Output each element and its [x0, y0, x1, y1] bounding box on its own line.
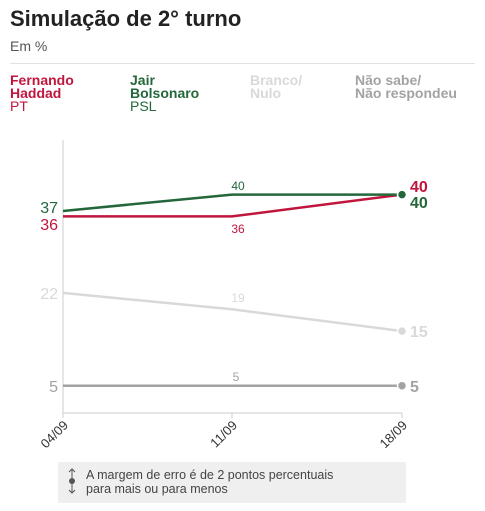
- legend-name: Branco/: [250, 72, 303, 88]
- legend-name: Não sabe/: [355, 72, 422, 88]
- header-divider: [10, 63, 475, 64]
- chart-subtitle: Em %: [10, 38, 48, 54]
- x-tick-label: 04/09: [38, 418, 72, 452]
- data-label: 5: [410, 379, 419, 396]
- error-margin-icon: [68, 468, 76, 494]
- legend-name: Não respondeu: [355, 85, 457, 101]
- end-point: [396, 325, 408, 337]
- legend-name: Nulo: [250, 85, 282, 101]
- legend-party: PT: [10, 98, 28, 114]
- chart-title: Simulação de 2° turno: [10, 6, 242, 31]
- data-label: 5: [233, 370, 240, 384]
- series-line: [63, 193, 403, 218]
- note-line-2: para mais ou para menos: [86, 482, 228, 496]
- legend-item-haddad: Fernando Haddad PT: [10, 72, 74, 114]
- data-label: 22: [40, 286, 58, 303]
- legend-name: Fernando: [10, 72, 74, 88]
- series-line: [62, 291, 403, 333]
- data-label: 40: [410, 179, 428, 196]
- legend-item-branco-nulo: Branco/ Nulo: [250, 72, 303, 101]
- end-point: [396, 189, 408, 200]
- legend-name: Jair: [130, 72, 155, 88]
- margin-of-error-note: A margem de erro é de 2 pontos percentua…: [58, 462, 406, 503]
- legend-item-nao-sabe: Não sabe/ Não respondeu: [355, 72, 457, 101]
- data-label: 15: [410, 324, 428, 341]
- data-label: 40: [231, 179, 245, 193]
- data-label: 5: [49, 379, 58, 396]
- data-label: 36: [231, 222, 245, 236]
- note-line-1: A margem de erro é de 2 pontos percentua…: [86, 468, 334, 482]
- legend-name: Bolsonaro: [130, 85, 200, 101]
- legend-party: PSL: [130, 98, 157, 114]
- data-label: 36: [40, 217, 58, 234]
- series-line: [62, 193, 402, 213]
- data-label: 19: [231, 291, 245, 305]
- x-tick-label: 11/09: [207, 418, 240, 451]
- data-label: 37: [40, 200, 58, 217]
- legend-item-bolsonaro: Jair Bolsonaro PSL: [130, 72, 200, 114]
- x-tick-label: 18/09: [377, 418, 411, 452]
- data-label: 40: [410, 195, 428, 212]
- end-point: [396, 380, 408, 391]
- legend-name: Haddad: [10, 85, 62, 101]
